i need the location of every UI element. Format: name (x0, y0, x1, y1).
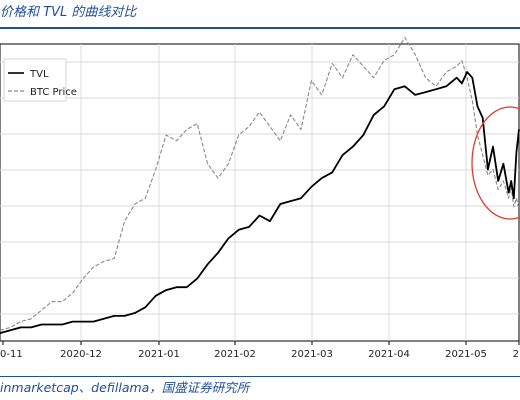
chart-title: 价格和 TVL 的曲线对比 (0, 5, 137, 20)
series-layer (0, 36, 520, 334)
highlight-circle (471, 106, 520, 220)
source-note: inmarketcap、defillama，国盛证券研究所 (0, 380, 250, 395)
series-line-btc-price (0, 36, 520, 331)
legend-box (3, 58, 67, 102)
legend: TVL BTC Price (3, 58, 77, 102)
legend-label-tvl: TVL (29, 69, 49, 80)
plot-frame (0, 43, 520, 342)
title-rule (0, 27, 520, 29)
annotation-layer (471, 106, 520, 220)
source-rule (0, 376, 520, 377)
x-tick-label: 0-11 (0, 349, 23, 360)
x-tick-label: 2020-12 (60, 349, 102, 360)
series-line-tvl (0, 71, 520, 334)
x-tick-label: 2021-03 (291, 349, 333, 360)
x-tick-label: 2021-01 (138, 349, 180, 360)
x-tick-label: 2 (513, 349, 519, 360)
x-tick-label: 2021-02 (214, 349, 256, 360)
x-tick-label: 2021-04 (368, 349, 410, 360)
legend-label-btc-price: BTC Price (30, 87, 77, 98)
x-axis-ticks: 0-11 2020-12 2021-01 2021-02 2021-03 2021-04 2… (0, 341, 520, 360)
grid-lines (0, 44, 519, 341)
x-tick-label: 2021-05 (445, 349, 487, 360)
